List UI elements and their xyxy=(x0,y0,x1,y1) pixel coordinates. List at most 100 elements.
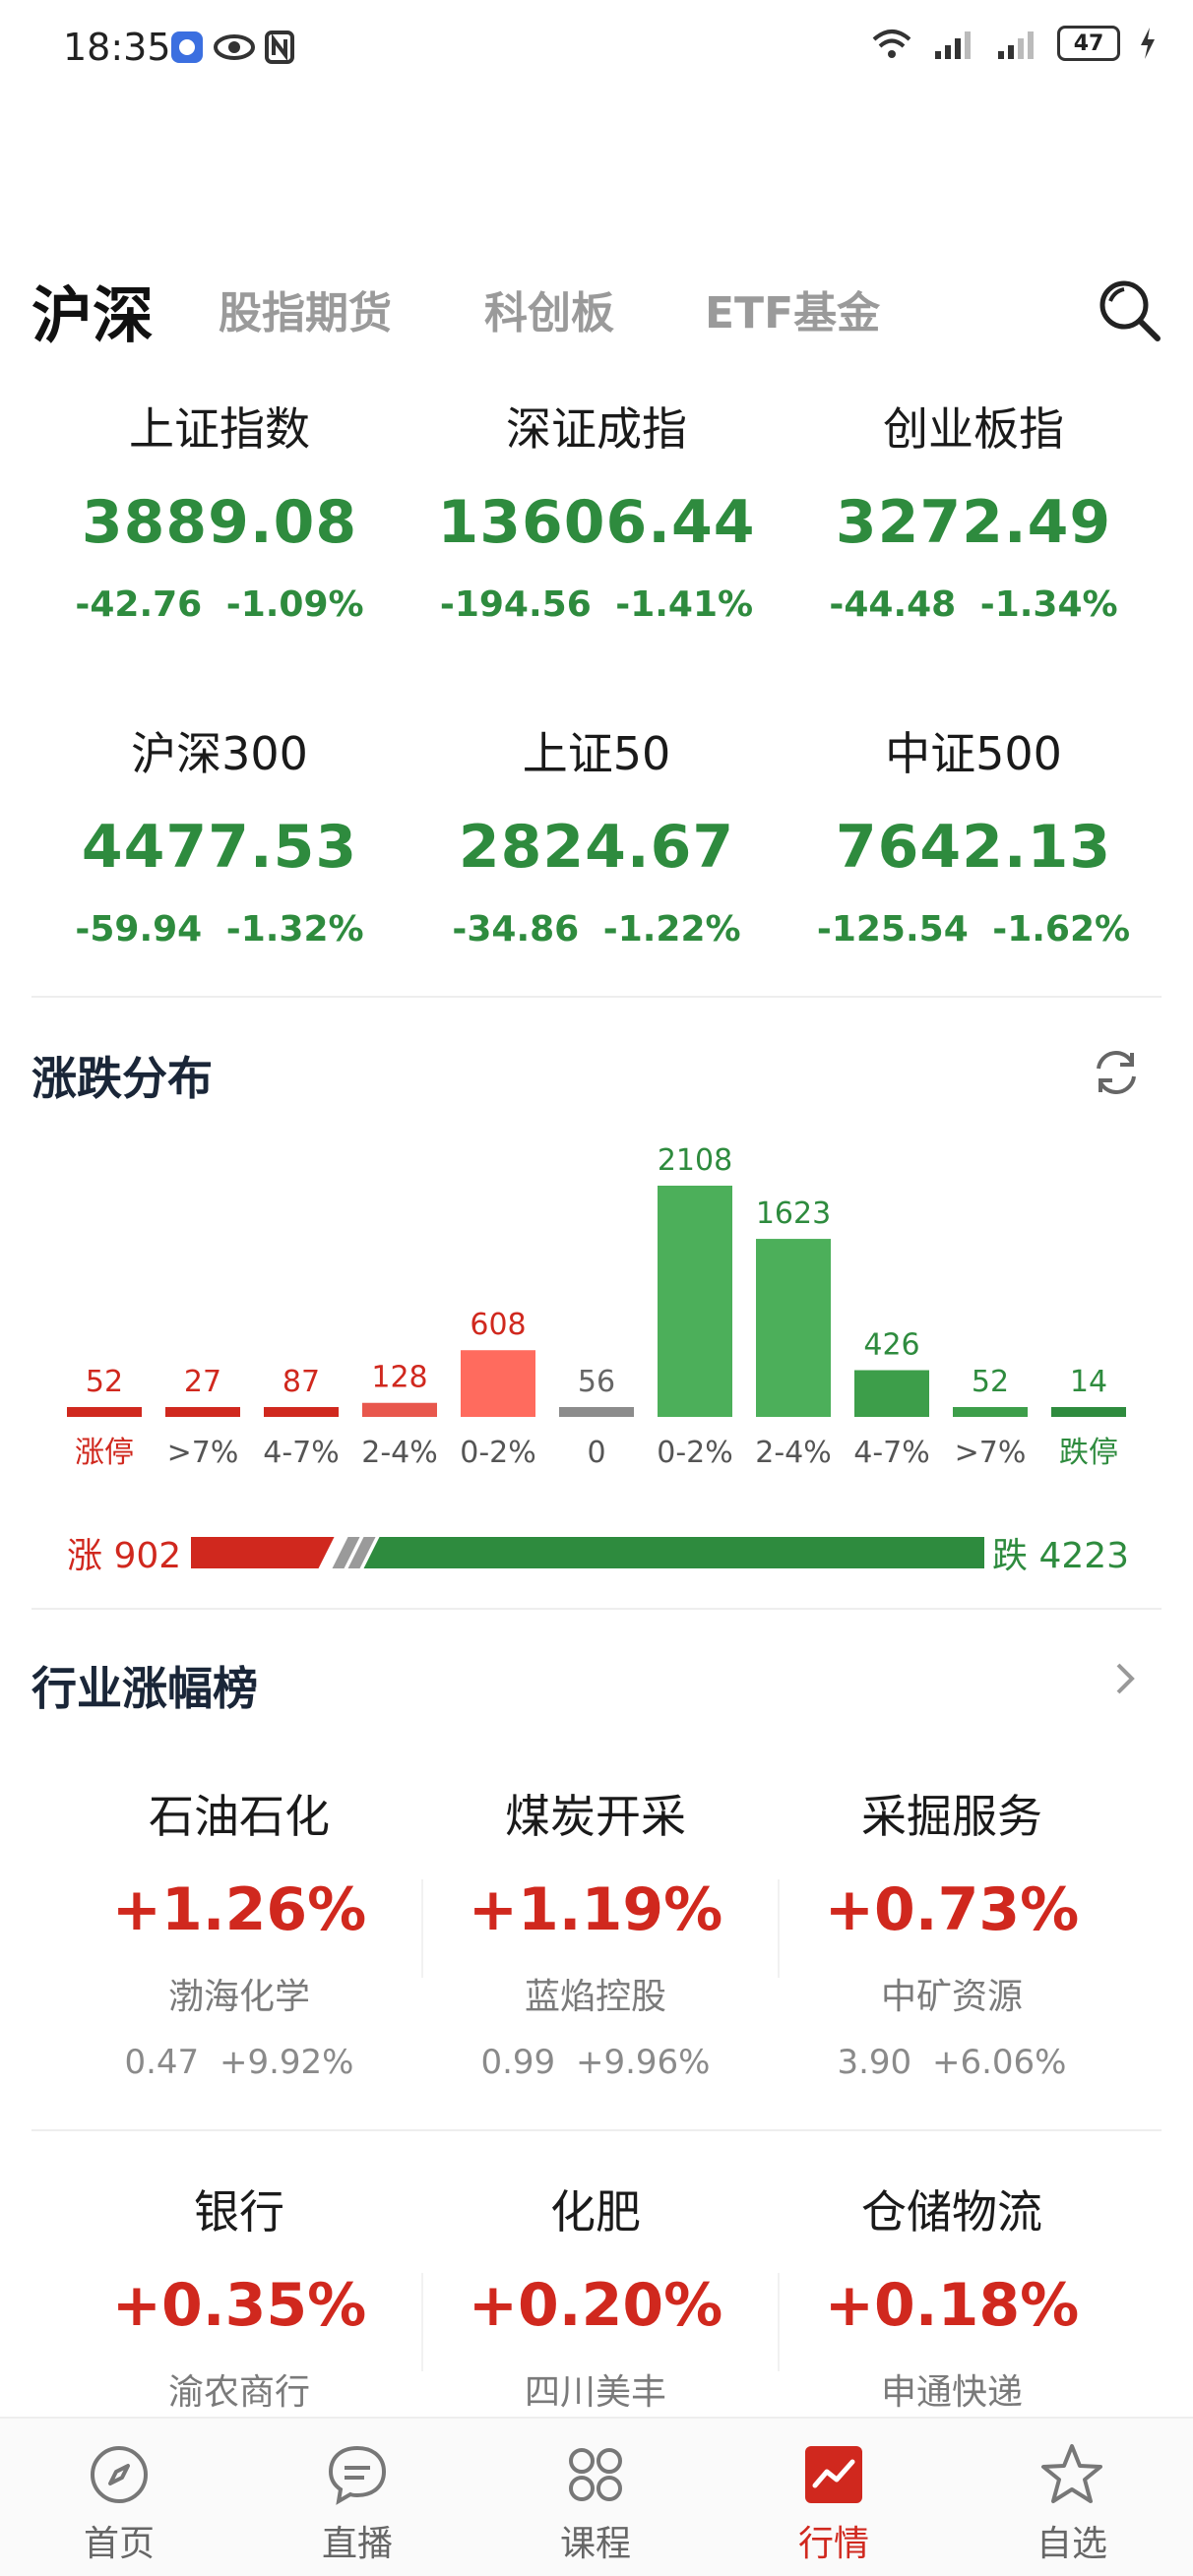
nav-label: 行情 xyxy=(797,2524,869,2564)
nav-live[interactable]: 直播 xyxy=(259,2419,456,2576)
index-change: -125.54 -1.62% xyxy=(816,909,1131,950)
distribution-category-label: 0 xyxy=(587,1436,605,1470)
industry-card[interactable]: 石油石化 +1.26% 渤海化学 0.47 +9.92% xyxy=(62,1781,416,2082)
leading-stock-detail: 0.99 +9.96% xyxy=(480,2043,711,2082)
distribution-value-label: 2108 xyxy=(658,1143,732,1178)
industry-name: 银行 xyxy=(194,2185,284,2239)
status-time: 18:35 xyxy=(63,26,171,69)
leading-stock: 申通快递 xyxy=(880,2372,1023,2413)
distribution-value-label: 52 xyxy=(86,1365,123,1399)
industry-pct: +0.35% xyxy=(111,2271,367,2340)
industry-name: 煤炭开采 xyxy=(505,1790,686,1843)
distribution-value-label: 608 xyxy=(470,1308,526,1342)
fall-segment xyxy=(363,1537,984,1568)
index-value: 4477.53 xyxy=(81,813,358,882)
index-change: -34.86 -1.22% xyxy=(452,909,741,950)
index-name: 创业板指 xyxy=(883,402,1064,456)
divider xyxy=(31,996,1162,998)
distribution-category-label: 4-7% xyxy=(263,1436,340,1470)
index-card-csi500[interactable]: 中证500 7642.13 -125.54 -1.62% xyxy=(786,718,1161,950)
distribution-bar xyxy=(264,1407,339,1417)
distribution-value-label: 426 xyxy=(863,1328,919,1363)
industry-pct: +0.18% xyxy=(824,2271,1080,2340)
status-indicators: 47 xyxy=(870,26,1158,61)
signal-4g-icon xyxy=(935,31,971,59)
status-bar: 18:35 47 xyxy=(0,0,1193,98)
leading-stock: 渝农商行 xyxy=(167,2372,310,2413)
index-change: -44.48 -1.34% xyxy=(829,584,1118,625)
tab-etf-funds[interactable]: ETF基金 xyxy=(705,288,881,338)
index-value: 13606.44 xyxy=(437,488,756,557)
tab-index-futures[interactable]: 股指期货 xyxy=(219,288,392,338)
star-icon xyxy=(1041,2444,1102,2503)
leading-stock: 中矿资源 xyxy=(880,1977,1023,2017)
grid-flower-icon xyxy=(569,2448,622,2501)
index-name: 上证50 xyxy=(522,727,671,780)
industry-card[interactable]: 煤炭开采 +1.19% 蓝焰控股 0.99 +9.96% xyxy=(418,1781,773,2082)
divider xyxy=(421,2273,423,2371)
index-card-shanghai[interactable]: 上证指数 3889.08 -42.76 -1.09% xyxy=(32,394,407,625)
index-card-shenzhen[interactable]: 深证成指 13606.44 -194.56 -1.41% xyxy=(409,394,784,625)
distribution-category-label: 0-2% xyxy=(657,1436,733,1470)
compass-icon xyxy=(91,2446,148,2503)
index-value: 3889.08 xyxy=(81,488,358,557)
distribution-category-label: 2-4% xyxy=(755,1436,832,1470)
distribution-bar xyxy=(461,1350,535,1417)
distribution-bar xyxy=(658,1186,732,1417)
index-change: -194.56 -1.41% xyxy=(439,584,754,625)
nav-market[interactable]: 行情 xyxy=(735,2419,932,2576)
distribution-title: 涨跌分布 xyxy=(31,1052,213,1105)
charging-icon xyxy=(1141,28,1155,59)
industry-card[interactable]: 仓储物流 +0.18% 申通快递 xyxy=(775,2177,1129,2415)
divider xyxy=(778,1879,780,1978)
index-name: 深证成指 xyxy=(506,402,687,456)
ratio-bar-graphic xyxy=(191,1537,984,1568)
distribution-value-label: 52 xyxy=(972,1365,1009,1399)
nav-label: 首页 xyxy=(83,2524,155,2564)
leading-stock: 渤海化学 xyxy=(167,1977,310,2017)
nav-watchlist[interactable]: 自选 xyxy=(973,2419,1170,2576)
bottom-nav: 首页 直播 课程 行情 自选 xyxy=(0,2417,1193,2576)
distribution-category-label: 涨停 xyxy=(75,1436,134,1470)
chevron-right-icon[interactable] xyxy=(1104,1657,1144,1700)
distribution-value-label: 128 xyxy=(371,1361,427,1395)
tab-hushen[interactable]: 沪深 xyxy=(31,279,155,351)
distribution-category-label: 4-7% xyxy=(853,1436,930,1470)
distribution-bar xyxy=(559,1407,634,1417)
index-name: 上证指数 xyxy=(129,402,310,456)
distribution-bar xyxy=(362,1402,437,1417)
eye-icon xyxy=(214,34,255,60)
index-change: -42.76 -1.09% xyxy=(75,584,364,625)
flat-segment xyxy=(332,1537,360,1568)
industry-card[interactable]: 银行 +0.35% 渝农商行 xyxy=(62,2177,416,2415)
index-card-csi300[interactable]: 沪深300 4477.53 -59.94 -1.32% xyxy=(32,718,407,950)
leading-stock-detail: 0.47 +9.92% xyxy=(124,2043,354,2082)
distribution-value-label: 14 xyxy=(1070,1365,1107,1399)
tab-star-market[interactable]: 科创板 xyxy=(484,288,614,338)
nav-home[interactable]: 首页 xyxy=(21,2419,218,2576)
nav-courses[interactable]: 课程 xyxy=(497,2419,694,2576)
index-value: 7642.13 xyxy=(835,813,1112,882)
industry-card[interactable]: 采掘服务 +0.73% 中矿资源 3.90 +6.06% xyxy=(775,1781,1129,2082)
index-change: -59.94 -1.32% xyxy=(75,909,364,950)
distribution-bar xyxy=(67,1407,142,1417)
app-notification-icon xyxy=(171,31,203,63)
divider xyxy=(31,1608,1162,1610)
distribution-category-label: 0-2% xyxy=(460,1436,536,1470)
index-card-chinext[interactable]: 创业板指 3272.49 -44.48 -1.34% xyxy=(786,394,1161,625)
search-icon[interactable] xyxy=(1095,276,1163,344)
index-card-sse50[interactable]: 上证50 2824.67 -34.86 -1.22% xyxy=(409,718,784,950)
industry-card[interactable]: 化肥 +0.20% 四川美丰 xyxy=(418,2177,773,2415)
rise-fall-ratio-bar: 涨 902 跌 4223 xyxy=(0,1523,1193,1582)
nav-label: 自选 xyxy=(1036,2524,1107,2564)
distribution-category-label: >7% xyxy=(955,1436,1027,1470)
distribution-bar xyxy=(854,1370,929,1417)
nav-label: 直播 xyxy=(321,2524,393,2564)
distribution-category-label: 跌停 xyxy=(1059,1436,1118,1470)
industry-title: 行业涨幅榜 xyxy=(31,1662,258,1715)
divider xyxy=(31,2129,1162,2131)
market-chart-icon xyxy=(805,2446,862,2503)
refresh-icon[interactable] xyxy=(1089,1045,1144,1100)
industry-name: 化肥 xyxy=(550,2185,641,2239)
leading-stock: 四川美丰 xyxy=(524,2372,666,2413)
